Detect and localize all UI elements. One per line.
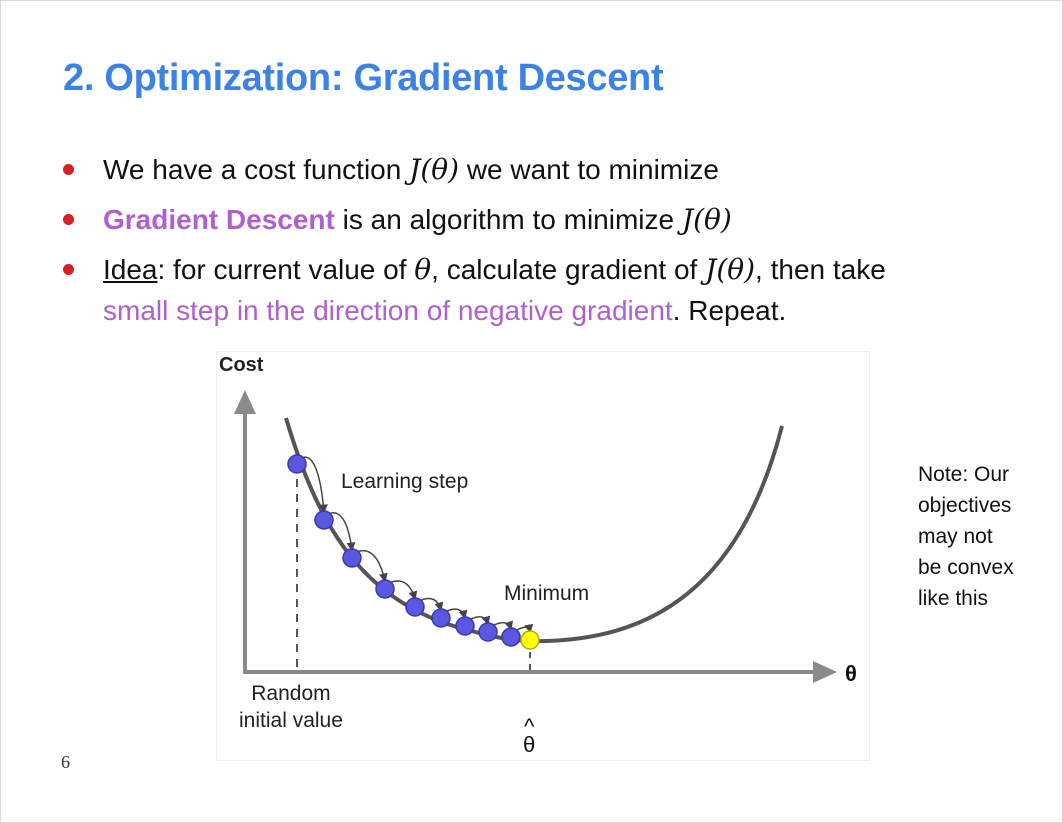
random-label-line: Random	[251, 682, 331, 705]
theta-hat-caret: ^	[523, 714, 535, 739]
note-line: be convex	[918, 556, 1014, 579]
bullet-dot-icon	[63, 264, 74, 275]
x-axis-arrow-icon	[813, 661, 837, 683]
step-point	[375, 579, 395, 599]
step-point	[501, 627, 521, 647]
math-expression: J(θ)	[705, 253, 756, 286]
y-axis-label: Cost	[219, 354, 264, 376]
cost-curve	[284, 417, 784, 644]
random-initial-value-label: Random initial value	[239, 680, 343, 734]
step-point	[287, 454, 307, 474]
learning-step-arc	[355, 549, 388, 583]
bullet-text: . Repeat.	[672, 295, 787, 326]
learning-step-arc	[300, 456, 328, 514]
bullet-list: We have a cost function J(θ) we want to …	[63, 149, 1023, 340]
learning-step-arc	[418, 597, 444, 612]
slide-number: 6	[61, 752, 70, 772]
math-expression: θ	[414, 253, 432, 286]
bullet-text: , calculate gradient of	[431, 254, 706, 285]
diagram-canvas	[234, 390, 837, 683]
bullet-text: is an algorithm to minimize	[334, 204, 682, 235]
random-label-line: initial value	[239, 709, 343, 732]
bullet-text: we want to minimize	[459, 154, 719, 185]
slide-title: 2. Optimization: Gradient Descent	[63, 57, 664, 99]
math-expression: J(θ)	[409, 153, 460, 186]
bullet-dot-icon	[63, 164, 74, 175]
learning-step-arc	[388, 580, 418, 601]
bullet-dot-icon	[63, 214, 74, 225]
side-note: Note: Our objectives may not be convex l…	[918, 459, 1058, 614]
theta-hat-label: ^ θ	[523, 714, 536, 757]
y-axis-arrow-icon	[234, 390, 256, 414]
step-point	[431, 608, 451, 628]
minimum-point	[520, 630, 540, 650]
idea-label: Idea	[103, 254, 158, 285]
theta-hat-symbol: θ	[523, 732, 536, 757]
emphasis-text: Gradient Descent	[103, 204, 335, 235]
note-line: may not	[918, 525, 993, 548]
bullet-text: : for current value of	[157, 254, 415, 285]
note-line: Note: Our	[918, 463, 1010, 486]
step-point	[405, 597, 425, 617]
step-points	[287, 454, 521, 647]
bullet-text: We have a cost function	[103, 154, 410, 185]
x-axis-label: θ	[845, 661, 857, 686]
bullet-text: , then take	[755, 254, 886, 285]
emphasis-text: small step in the direction of negative …	[103, 295, 673, 326]
step-point	[455, 616, 475, 636]
gradient-descent-diagram: Cost θ Learning step Minimum Random init…	[216, 351, 870, 761]
minimum-label: Minimum	[504, 582, 590, 605]
note-line: objectives	[918, 494, 1012, 517]
bullet-item: We have a cost function J(θ) we want to …	[63, 149, 1023, 190]
step-point	[314, 510, 334, 530]
note-line: like this	[918, 587, 989, 610]
math-expression: J(θ)	[681, 203, 732, 236]
bullet-item: Idea: for current value of θ, calculate …	[63, 249, 1023, 331]
learning-step-label: Learning step	[341, 470, 469, 493]
bullet-item: Gradient Descent is an algorithm to mini…	[63, 199, 1023, 240]
step-point	[478, 622, 498, 642]
step-point	[342, 548, 362, 568]
